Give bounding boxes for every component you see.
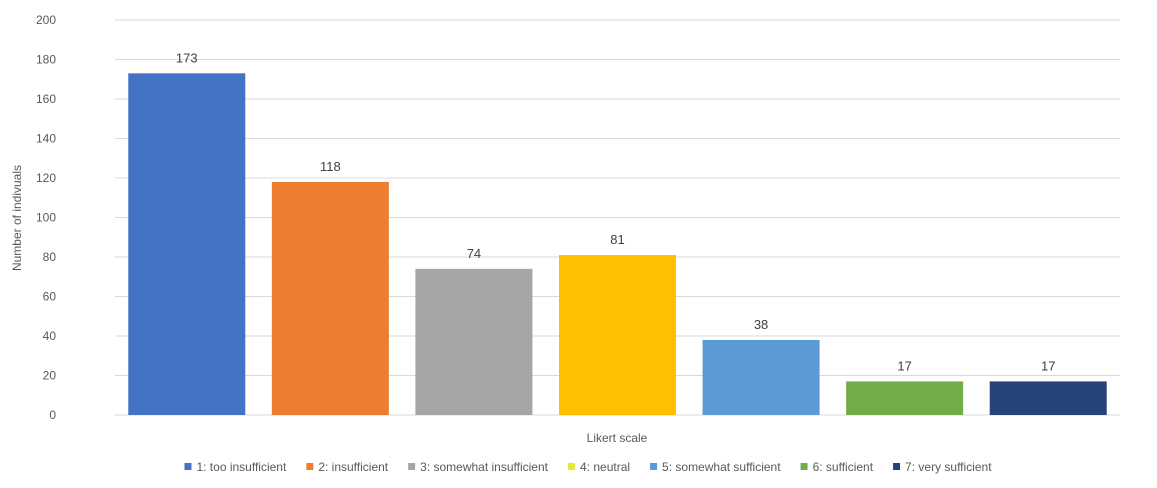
- legend: 1: too insufficient 2: insufficient 3: som…: [184, 460, 992, 474]
- bar-5: [702, 339, 820, 415]
- y-tick-label: 60: [43, 290, 57, 304]
- legend-swatch-7: [893, 463, 901, 470]
- data-label-7: 17: [1041, 358, 1055, 373]
- legend-label-1: 1: too insufficient: [196, 460, 287, 474]
- y-tick-label: 40: [43, 329, 57, 343]
- bar-4: [558, 255, 677, 415]
- bars: [128, 73, 1107, 415]
- legend-label-7: 7: very sufficient: [905, 460, 992, 474]
- legend-swatch-6: [800, 463, 808, 470]
- y-tick-label: 200: [36, 13, 56, 27]
- x-axis-title: Likert scale: [587, 431, 648, 445]
- y-tick-label: 100: [36, 211, 56, 225]
- legend-swatch-2: [306, 463, 314, 470]
- data-label-4: 81: [610, 232, 624, 247]
- bar-7: [989, 381, 1107, 415]
- y-tick-label: 140: [36, 132, 56, 146]
- y-tick-label: 180: [36, 53, 56, 67]
- legend-swatch-5: [650, 463, 658, 470]
- legend-swatch-4: [568, 463, 575, 470]
- data-labels: 173 118 74 81 38 17 17: [176, 50, 1056, 373]
- data-label-1: 173: [176, 50, 198, 65]
- y-axis-title: Number of indivuals: [10, 165, 24, 271]
- y-tick-label: 0: [49, 408, 56, 422]
- y-tick-label: 80: [43, 250, 57, 264]
- bar-1: [128, 73, 246, 415]
- y-tick-label: 120: [36, 171, 56, 185]
- bar-6: [846, 381, 964, 415]
- bar-2: [271, 181, 389, 415]
- data-label-5: 38: [754, 317, 768, 332]
- legend-label-3: 3: somewhat insufficient: [420, 460, 549, 474]
- legend-label-2: 2: insufficient: [318, 460, 388, 474]
- legend-swatch-3: [408, 463, 416, 470]
- data-label-6: 17: [897, 358, 911, 373]
- legend-label-6: 6: sufficient: [813, 460, 874, 474]
- legend-label-4: 4: neutral: [580, 460, 630, 474]
- y-axis-ticks: 0 20 40 60 80 100 120 140 160 180 200: [36, 13, 56, 422]
- y-tick-label: 20: [43, 369, 57, 383]
- y-tick-label: 160: [36, 92, 56, 106]
- legend-swatch-1: [184, 463, 192, 470]
- legend-label-5: 5: somewhat sufficient: [662, 460, 781, 474]
- bar-3: [415, 268, 533, 415]
- data-label-3: 74: [467, 246, 481, 261]
- data-label-2: 118: [320, 159, 341, 174]
